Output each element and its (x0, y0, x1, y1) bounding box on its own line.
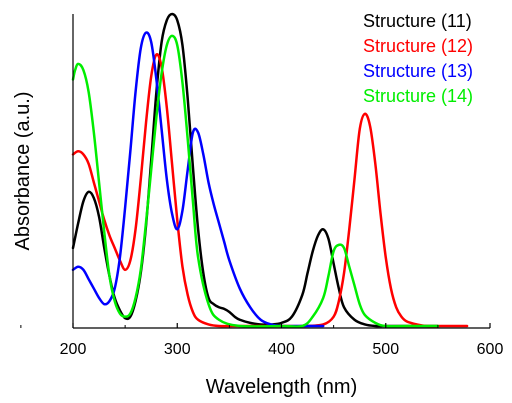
legend: Structure (11) Structure (12) Structure (1… (363, 11, 473, 106)
legend-item-2: Structure (12) (363, 36, 473, 56)
plot-lines (71, 12, 469, 328)
series-line-4 (71, 34, 440, 328)
x-axis-label: Wavelength (nm) (206, 376, 358, 398)
x-tick-label: 400 (268, 341, 295, 358)
x-tick-label: 200 (60, 341, 87, 358)
x-tick-label: 300 (164, 341, 191, 358)
series-line-1 (71, 12, 440, 328)
legend-item-1: Structure (11) (363, 11, 472, 31)
legend-item-4: Structure (14) (363, 86, 473, 106)
y-axis-label: Absorbance (a.u.) (12, 92, 34, 251)
series-line-2 (71, 53, 469, 328)
series-line-3 (71, 31, 325, 328)
x-tick-label: 500 (372, 341, 399, 358)
ticks: 200 300 400 500 600 (20, 323, 504, 358)
x-tick-label: 600 (477, 341, 504, 358)
legend-item-3: Structure (13) (363, 61, 473, 81)
